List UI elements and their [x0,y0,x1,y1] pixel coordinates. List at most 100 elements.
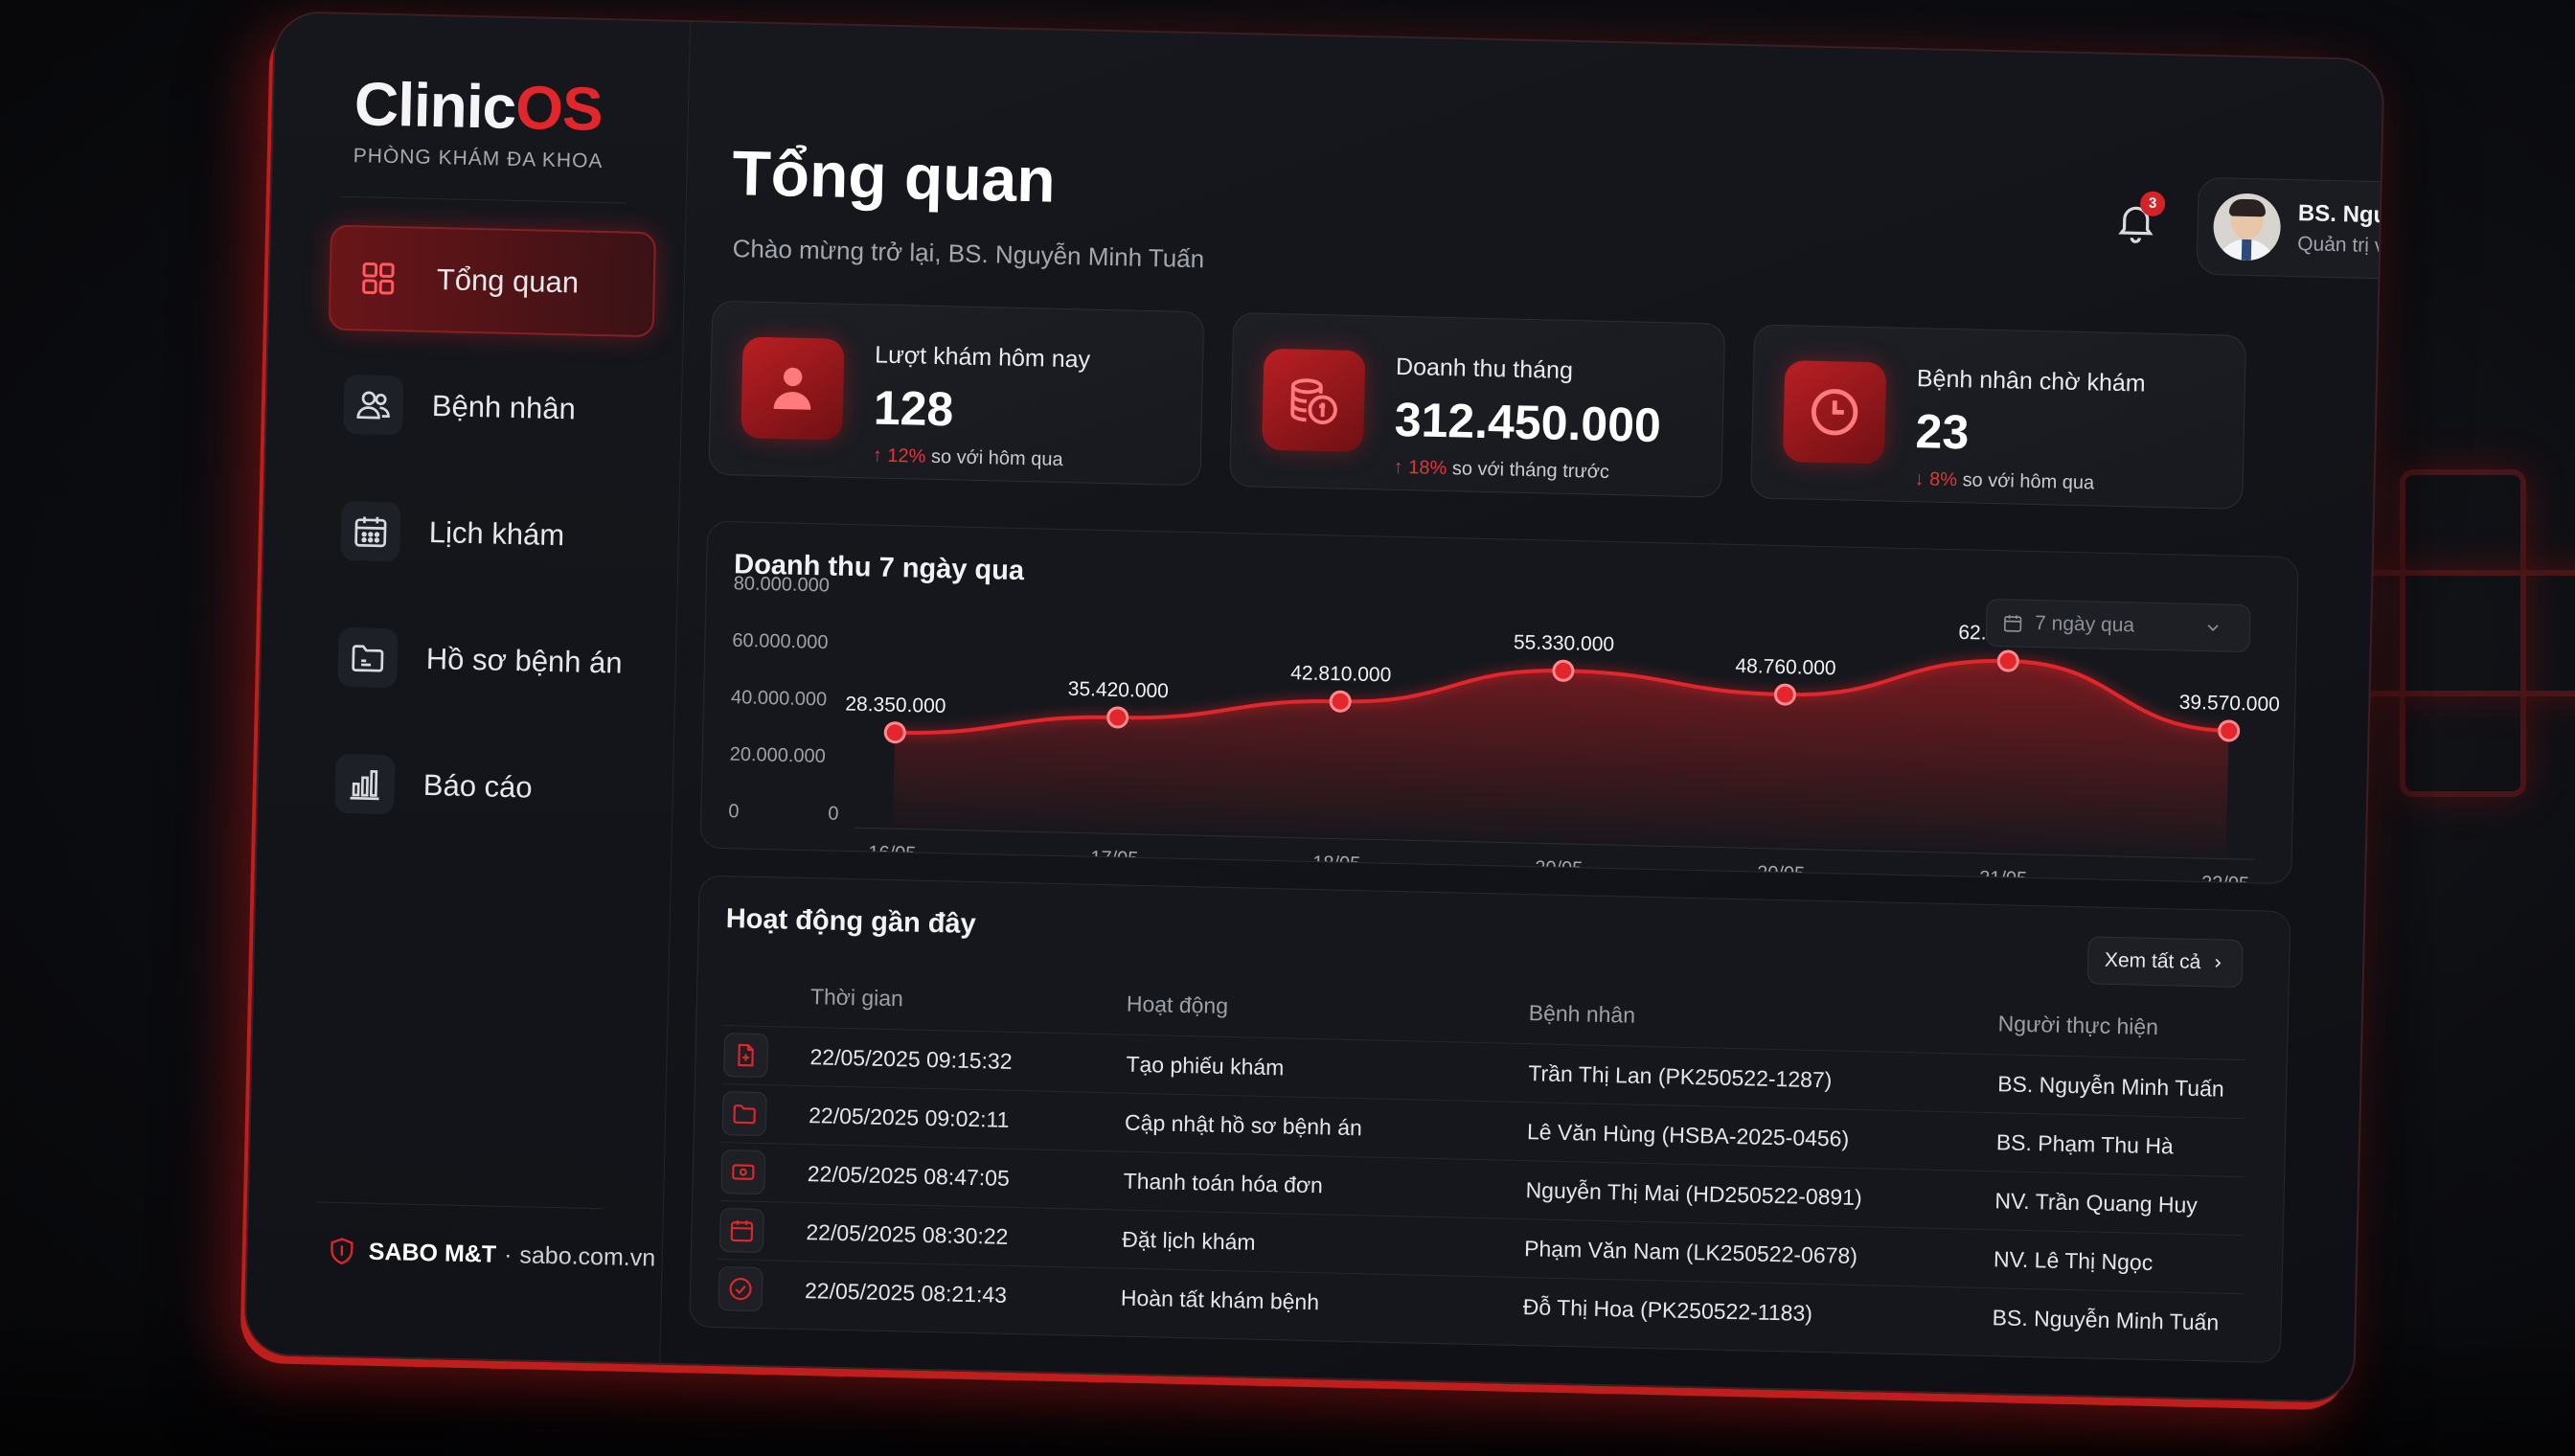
row-action: Tạo phiếu khám [1124,1035,1529,1103]
users-icon [343,374,404,436]
footer-site-link[interactable]: sabo.com.vn [519,1240,656,1272]
x-tick-label: 22/05 [2201,873,2250,883]
column-header-actor: Người thực hiện [1997,1011,2159,1040]
sidebar-item-label: Tổng quan [436,262,580,300]
row-time: 22/05/2025 09:15:32 [808,1027,1127,1094]
see-all-button[interactable]: Xem tất cả [2086,936,2244,989]
stat-delta: ↑ 18% so với tháng trước [1393,456,1610,483]
date-range-value: 7 ngày qua [2034,612,2135,637]
main-content: Tổng quan Chào mừng trở lại, BS. Nguyễn … [659,22,2385,1401]
sidebar-footer: SABO M&T · sabo.com.vn [329,1237,656,1273]
stat-card-visits[interactable]: Lượt khám hôm nay 128 ↑ 12% so với hôm q… [708,300,1205,487]
sidebar: ClinicOS PHÒNG KHÁM ĐA KHOA Tổng quan Bệ… [245,12,692,1363]
file-plus-icon [723,1033,769,1079]
row-time: 22/05/2025 09:02:11 [807,1085,1125,1152]
app-window: ClinicOS PHÒNG KHÁM ĐA KHOA Tổng quan Bệ… [243,11,2385,1403]
chart-title: Doanh thu 7 ngày qua [733,549,1025,587]
x-tick-label: 20/05 [1757,863,1806,884]
folder-icon [721,1091,767,1137]
sidebar-item-label: Bệnh nhân [431,389,577,426]
sidebar-item-reports[interactable]: Báo cáo [317,730,645,843]
row-patient[interactable]: Đỗ Thị Hoa (PK250522-1183) [1521,1277,1993,1347]
table-row[interactable]: 22/05/2025 08:21:43 Hoàn tất khám bệnh Đ… [717,1259,2242,1353]
row-time: 22/05/2025 08:47:05 [806,1144,1124,1211]
shield-icon [330,1238,353,1265]
stat-card-revenue[interactable]: Doanh thu tháng 312.450.000 ↑ 18% so với… [1229,311,1726,498]
stat-value: 23 [1915,404,1970,460]
row-actor: BS. Phạm Thu Hà [1994,1112,2245,1177]
stat-label: Bệnh nhân chờ khám [1916,365,2146,398]
brand-logo[interactable]: ClinicOS PHÒNG KHÁM ĐA KHOA [353,68,605,173]
stat-value: 128 [873,380,955,437]
page-subtitle: Chào mừng trở lại, BS. Nguyễn Minh Tuấn [732,234,1205,274]
user-menu[interactable]: BS. Nguyễn Minh Tuấn Quản trị viên [2196,176,2385,284]
brand-name: ClinicOS [353,69,604,144]
row-actor: NV. Trần Quang Huy [1993,1171,2245,1236]
stat-label: Doanh thu tháng [1395,353,1574,385]
notification-badge: 3 [2139,191,2166,217]
revenue-chart: 80.000.000 60.000.000 40.000.000 20.000.000… [728,573,2281,884]
footer-brand: SABO M&T [368,1238,497,1268]
patient-icon [741,336,845,441]
clock-icon [1782,360,1887,465]
stat-delta: ↑ 12% so với hôm qua [872,444,1063,470]
row-patient[interactable]: Lê Văn Hùng (HSBA-2025-0456) [1525,1102,1996,1172]
sidebar-divider [315,1201,604,1210]
sidebar-item-records[interactable]: Hồ sơ bệnh án [320,603,648,717]
y-tick-label: 60.000.000 [732,630,829,653]
row-action: Cập nhật hồ sơ bệnh án [1123,1093,1527,1161]
data-label: 35.420.000 [1068,678,1170,702]
bell-icon[interactable] [2112,198,2159,245]
table-row[interactable]: 22/05/2025 08:47:05 Thanh toán hóa đơn N… [719,1142,2245,1236]
row-patient[interactable]: Trần Thị Lan (PK250522-1287) [1526,1043,1997,1113]
coins-icon [1262,348,1366,453]
brand-subtitle: PHÒNG KHÁM ĐA KHOA [353,145,604,173]
sidebar-item-label: Lịch khám [428,514,565,553]
row-time: 22/05/2025 08:21:43 [803,1261,1121,1327]
calendar-icon [718,1208,764,1254]
folder-icon [337,626,399,689]
stat-value: 312.450.000 [1394,392,1662,453]
arrow-down-icon: ↓ [1914,468,1930,490]
row-patient[interactable]: Nguyễn Thị Mai (HD250522-0891) [1523,1160,1995,1230]
table-row[interactable]: 22/05/2025 09:02:11 Cập nhật hồ sơ bệnh … [720,1083,2245,1177]
data-point [1773,683,1796,706]
y-tick-label: 20.000.000 [729,744,826,767]
footer-separator: · [503,1240,513,1268]
data-label: 48.760.000 [1735,655,1836,679]
row-time: 22/05/2025 08:30:22 [804,1202,1123,1269]
calendar-icon [2003,615,2022,632]
cash-icon [720,1149,766,1195]
row-actor: BS. Nguyễn Minh Tuấn [1995,1054,2246,1119]
sidebar-item-label: Báo cáo [422,767,534,805]
table-row[interactable]: 22/05/2025 09:15:32 Tạo phiếu khám Trần … [721,1025,2246,1119]
date-range-select[interactable]: 7 ngày qua [1985,598,2251,653]
user-name: BS. Nguyễn Minh Tuấn [2297,200,2385,232]
row-action: Đặt lịch khám [1120,1210,1524,1278]
data-label: 42.810.000 [1290,662,1392,686]
sidebar-item-appointments[interactable]: Lịch khám [323,478,650,591]
chevron-right-icon [2215,958,2222,968]
check-circle-icon [718,1266,763,1312]
row-patient[interactable]: Phạm Văn Nam (LK250522-0678) [1522,1218,1994,1288]
sidebar-item-patients[interactable]: Bệnh nhân [326,352,653,465]
x-tick-label: 18/05 [1312,853,1361,875]
y-tick-label: 40.000.000 [731,687,828,710]
data-point [883,721,906,744]
sidebar-item-overview[interactable]: Tổng quan [328,224,657,338]
avatar [2212,193,2282,262]
x-tick-label: 21/05 [1979,868,2028,883]
recent-activity-card: Hoạt động gần đây Xem tất cả Thời gian H… [689,875,2291,1364]
data-label: 39.570.000 [2179,692,2281,716]
data-label: 55.330.000 [1514,631,1615,655]
table-row[interactable]: 22/05/2025 08:30:22 Đặt lịch khám Phạm V… [718,1200,2243,1294]
x-tick-label: 17/05 [1090,848,1139,870]
activity-title: Hoạt động gần đây [725,903,977,941]
x-tick-label: 16/05 [868,842,917,864]
data-point [2218,719,2241,742]
y-tick-label: 0 [728,801,740,822]
stat-card-waiting[interactable]: Bệnh nhân chờ khám 23 ↓ 8% so với hôm qu… [1750,324,2247,510]
bar-chart-icon [334,753,396,815]
chevron-down-icon [2207,625,2219,631]
data-point [1106,706,1129,729]
